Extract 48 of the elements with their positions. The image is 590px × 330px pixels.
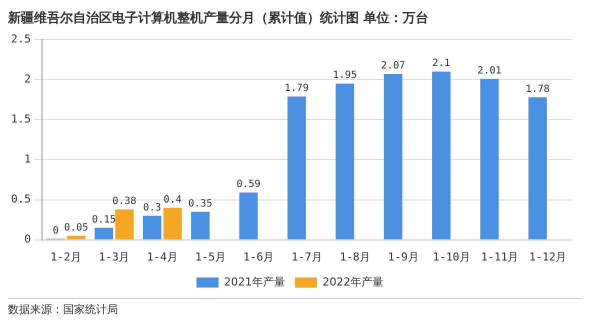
y-tick-label: 2	[24, 72, 31, 86]
chart-title: 新疆维吾尔自治区电子计算机整机产量分月（累计值）统计图 单位：万台	[8, 10, 430, 28]
legend-label: 2022年产量	[322, 275, 384, 288]
bar	[66, 236, 86, 240]
y-tick-label: 2.5	[10, 32, 31, 46]
bar	[115, 209, 134, 240]
y-tick-label: 1.5	[10, 112, 31, 126]
data-label: 0.59	[236, 179, 261, 190]
x-tick-label: 1-4月	[146, 250, 178, 264]
data-label: 0.05	[64, 222, 88, 234]
bar	[142, 216, 162, 240]
data-label: 1.95	[332, 70, 357, 82]
y-tick-label: 0.5	[10, 192, 31, 206]
y-tick-label: 0	[24, 232, 31, 246]
x-tick-label: 1-8月	[340, 250, 371, 264]
bar	[191, 212, 210, 240]
data-label: 2.1	[432, 58, 450, 70]
x-tick-label: 1-11月	[480, 250, 518, 264]
bar	[336, 84, 354, 240]
bar	[287, 96, 306, 240]
data-label: 0.35	[188, 198, 212, 210]
data-label: 0.38	[112, 196, 136, 207]
data-label: 1.79	[284, 83, 309, 94]
data-label: 0.15	[92, 214, 116, 226]
bar	[480, 78, 499, 240]
x-tick-label: 1-7月	[291, 250, 322, 264]
x-tick-label: 1-12月	[529, 250, 567, 264]
bar	[432, 72, 450, 240]
x-tick-label: 1-9月	[388, 250, 419, 264]
x-tick-label: 1-3月	[98, 250, 130, 264]
x-tick-label: 1-5月	[195, 250, 226, 264]
data-label: 2.01	[477, 65, 502, 76]
data-label: 0	[52, 225, 59, 236]
data-label: 0.4	[164, 194, 182, 206]
x-tick-label: 1-2月	[50, 250, 82, 264]
bar	[528, 97, 547, 240]
data-label: 1.78	[526, 84, 550, 95]
bar	[384, 74, 402, 240]
source-note: 数据来源：国家统计局	[8, 303, 118, 316]
x-tick-label: 1-10月	[432, 250, 470, 264]
bar	[163, 208, 182, 240]
bar	[94, 228, 114, 240]
data-label: 0.3	[143, 202, 162, 214]
data-label: 2.07	[381, 60, 406, 72]
legend-label: 2021年产量	[224, 275, 286, 288]
x-tick-label: 1-6月	[243, 250, 274, 264]
y-tick-label: 1	[24, 152, 31, 166]
bar	[239, 192, 258, 240]
